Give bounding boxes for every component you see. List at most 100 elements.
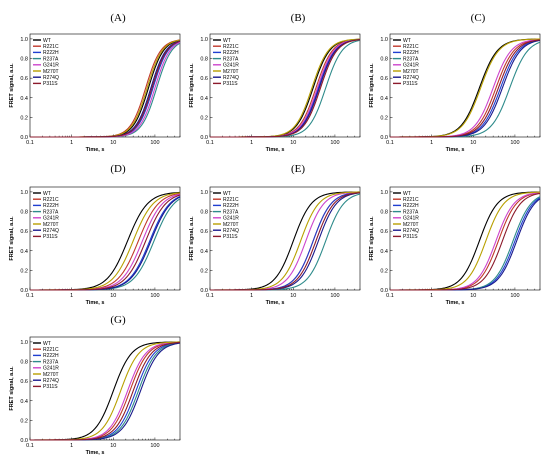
y-tick-label: 1.0 [380,190,388,196]
x-axis-title: Time, s [86,450,105,456]
legend-label: R274Q [43,228,59,234]
y-tick-label: 0.0 [380,288,388,294]
panel-6: (F) 0.0 0.2 0.4 0.6 0.8 1.0 0.1 1 10 100 Time, s FRE… [369,163,541,306]
y-tick-label: 0.4 [380,249,388,255]
legend-label: WT [403,191,411,197]
y-tick-label: 0.4 [20,399,28,405]
plot-frame [29,336,181,441]
x-axis-title: Time, s [446,300,465,306]
x-tick-label: 1 [250,293,253,299]
legend-label: G241R [403,216,419,222]
series-line-p311s [390,192,541,291]
series-line-p311s [210,192,361,291]
panel-label: (B) [291,12,306,24]
y-tick-label: 0.0 [20,288,28,294]
x-tick-label: 100 [150,443,159,449]
legend-label: P311S [43,384,58,390]
y-axis-title: FRET signal, a.u. [9,366,15,411]
x-axis-title: Time, s [446,147,465,153]
x-tick-label: 100 [330,293,339,299]
series-line-p311s [390,39,541,138]
legend-label: R274Q [403,228,419,234]
y-tick-label: 0.6 [380,229,388,235]
x-tick-label: 1 [70,443,73,449]
y-tick-label: 0.6 [380,76,388,82]
y-tick-label: 0.2 [380,115,388,121]
legend-label: P311S [43,234,58,240]
legend-label: M270T [223,69,239,75]
legend-label: R221C [403,197,419,203]
x-tick-label: 10 [110,443,116,449]
panel-2: (B) 0.0 0.2 0.4 0.6 0.8 1.0 0.1 1 10 100 Time, s FRE… [189,12,361,153]
y-tick-label: 0.2 [20,418,28,424]
y-tick-label: 1.0 [380,37,388,43]
legend-label: G241R [223,216,239,222]
legend-label: M270T [43,69,59,75]
y-tick-label: 0.8 [200,57,208,63]
y-axis-title: FRET signal, a.u. [189,216,195,261]
y-tick-label: 1.0 [20,190,28,196]
legend-label: WT [403,38,411,44]
legend-label: G241R [403,63,419,69]
x-tick-label: 10 [470,293,476,299]
y-tick-label: 0.2 [200,115,208,121]
legend-label: R237A [43,359,59,365]
legend-label: R222H [403,203,419,209]
legend-label: R221C [43,44,59,50]
legend-label: WT [43,38,51,44]
x-tick-label: 10 [290,293,296,299]
y-tick-label: 0.4 [20,249,28,255]
y-tick-label: 1.0 [20,340,28,346]
legend-label: P311S [223,81,238,87]
x-tick-label: 1 [70,293,73,299]
y-tick-label: 0.4 [20,96,28,102]
series-line-p311s [210,39,361,138]
plot-frame [389,33,541,138]
x-tick-label: 0.1 [206,140,214,146]
legend-label: R237A [43,209,59,215]
legend-label: WT [223,38,231,44]
panel-7: (G) 0.0 0.2 0.4 0.6 0.8 1.0 0.1 1 10 100 Time, s FRE… [9,314,181,456]
series-line-p311s [30,40,181,138]
legend-label: R222H [43,203,59,209]
legend-label: P311S [43,81,58,87]
y-tick-label: 0.4 [200,249,208,255]
y-axis-title: FRET signal, a.u. [369,63,375,108]
y-tick-label: 0.0 [200,288,208,294]
x-tick-label: 100 [150,293,159,299]
legend-label: R221C [223,197,239,203]
legend-label: R237A [403,56,419,62]
y-tick-label: 1.0 [200,190,208,196]
x-tick-label: 1 [430,293,433,299]
plot-frame [209,33,361,138]
x-tick-label: 0.1 [386,293,394,299]
x-tick-label: 100 [510,293,519,299]
legend-label: R221C [403,44,419,50]
series-line-p311s [30,341,181,441]
legend-label: P311S [403,81,418,87]
y-tick-label: 0.0 [20,135,28,141]
panel-3: (C) 0.0 0.2 0.4 0.6 0.8 1.0 0.1 1 10 100 Time, s FRE… [369,12,541,153]
y-tick-label: 0.2 [20,268,28,274]
legend-label: R274Q [223,75,239,81]
x-tick-label: 100 [510,140,519,146]
y-tick-label: 0.0 [380,135,388,141]
x-axis-title: Time, s [86,147,105,153]
panel-label: (D) [110,163,126,175]
legend-label: R222H [43,50,59,56]
legend-label: M270T [403,222,419,228]
legend-label: G241R [43,366,59,372]
series-line-p311s [30,194,181,291]
y-tick-label: 0.8 [380,210,388,216]
legend-label: R237A [223,209,239,215]
y-tick-label: 1.0 [20,37,28,43]
x-tick-label: 0.1 [26,140,34,146]
legend-label: G241R [43,216,59,222]
y-tick-label: 0.2 [20,115,28,121]
plot-frame [29,186,181,291]
x-tick-label: 10 [110,293,116,299]
y-tick-label: 0.8 [20,360,28,366]
y-tick-label: 0.4 [200,96,208,102]
x-tick-label: 1 [250,140,253,146]
